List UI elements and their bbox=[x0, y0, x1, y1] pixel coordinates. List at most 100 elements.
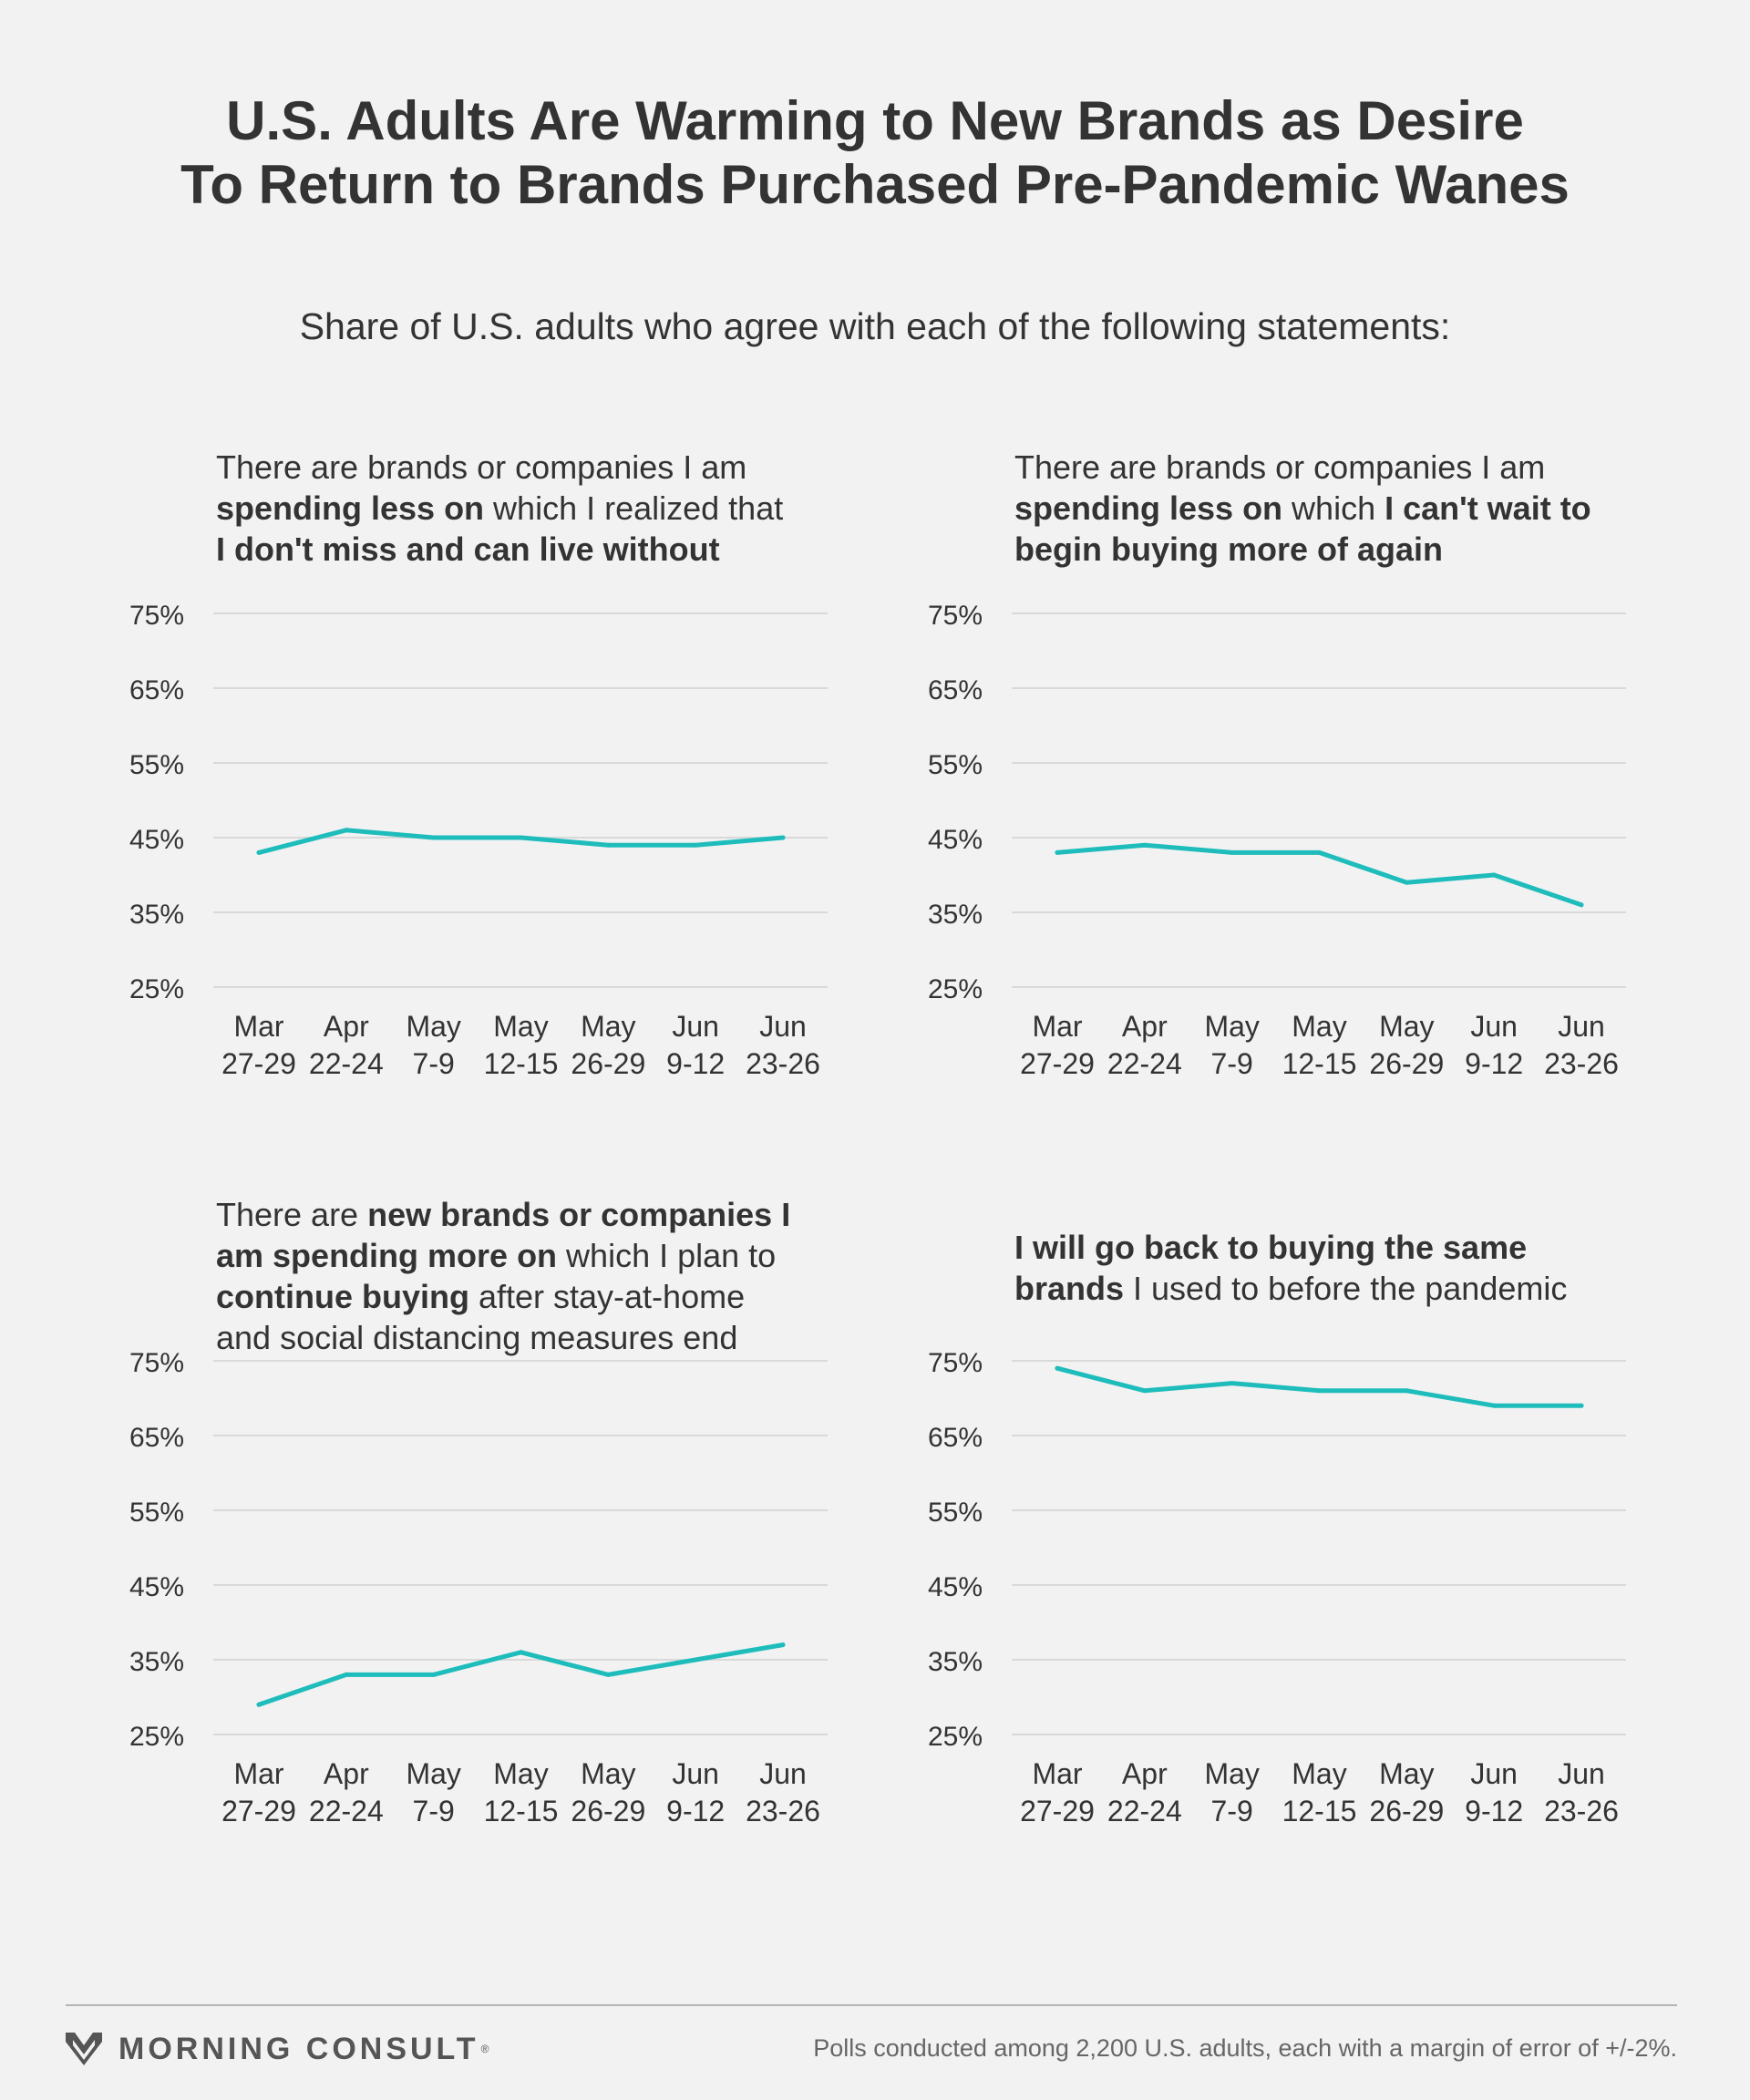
x-tick-label-days: 7-9 bbox=[1211, 1047, 1253, 1080]
data-point bbox=[1142, 842, 1148, 848]
data-point bbox=[1317, 849, 1322, 855]
x-tick-label-days: 27-29 bbox=[1020, 1047, 1095, 1080]
x-tick-label-month: May bbox=[1204, 1010, 1259, 1043]
footnote: Polls conducted among 2,200 U.S. adults,… bbox=[813, 2034, 1677, 2062]
x-tick-label-days: 23-26 bbox=[746, 1795, 820, 1827]
series-line bbox=[1055, 1365, 1584, 1408]
data-point bbox=[431, 835, 437, 840]
panel-title-bold-text: I can't wait to bbox=[1385, 489, 1591, 527]
x-tick-label-month: Jun bbox=[672, 1757, 719, 1790]
y-tick-label: 55% bbox=[928, 750, 983, 780]
y-tick-label: 65% bbox=[129, 1423, 184, 1453]
panel-title: There are brands or companies I am spendi… bbox=[1014, 447, 1671, 570]
x-tick-label-days: 22-24 bbox=[309, 1795, 384, 1827]
data-point bbox=[605, 842, 611, 848]
x-tick-label-days: 26-29 bbox=[571, 1047, 645, 1080]
panel-title-text: and social distancing measures end bbox=[216, 1319, 738, 1356]
data-point bbox=[1142, 1388, 1148, 1394]
x-tick-label-days: 9-12 bbox=[666, 1047, 725, 1080]
y-tick-label: 35% bbox=[129, 1647, 184, 1677]
panel-title-line: continue buying after stay-at-home bbox=[216, 1276, 872, 1317]
panel-title-line: spending less on which I can't wait to bbox=[1014, 488, 1671, 529]
footer-divider bbox=[66, 2004, 1677, 2006]
x-tick-label-days: 12-15 bbox=[484, 1795, 559, 1827]
data-point bbox=[1491, 1403, 1497, 1408]
x-tick-label-days: 9-12 bbox=[1465, 1795, 1523, 1827]
panel-spending-less-dont-miss: There are brands or companies I am spendi… bbox=[129, 447, 932, 1103]
brand-name: MORNING CONSULT bbox=[118, 2031, 479, 2066]
panel-title-bold-text: am spending more on bbox=[216, 1237, 558, 1274]
panel-title-line: I don't miss and can live without bbox=[216, 529, 872, 570]
panel-title: I will go back to buying the same brands … bbox=[1014, 1227, 1671, 1309]
y-tick-label: 25% bbox=[129, 974, 184, 1004]
chart-subtitle: Share of U.S. adults who agree with each… bbox=[299, 305, 1451, 347]
x-tick-label-days: 23-26 bbox=[1544, 1795, 1619, 1827]
series-line bbox=[256, 828, 786, 855]
data-point bbox=[693, 842, 698, 848]
x-tick-label-month: Jun bbox=[1558, 1757, 1605, 1790]
x-tick-label-month: Apr bbox=[324, 1757, 369, 1790]
panel-title-bold-text: I don't miss and can live without bbox=[216, 530, 720, 568]
panel-title-line: There are new brands or companies I bbox=[216, 1194, 872, 1235]
data-point bbox=[431, 1672, 437, 1677]
x-tick-label-days: 9-12 bbox=[666, 1795, 725, 1827]
panel-title-line: begin buying more of again bbox=[1014, 529, 1671, 570]
line-chart: 75% 65% 55% 45% 35% 25% Mar 27-29 Apr 22-24 May 7-9… bbox=[928, 601, 1626, 1080]
data-point bbox=[519, 1650, 523, 1655]
panel-title-bold-text: continue buying bbox=[216, 1278, 469, 1315]
panel-title-bold-text: spending less on bbox=[216, 489, 485, 527]
x-tick-label-month: Jun bbox=[759, 1757, 807, 1790]
x-tick-label-days: 23-26 bbox=[746, 1047, 820, 1080]
x-tick-label-month: May bbox=[493, 1757, 548, 1790]
panel-go-back-same-brands: I will go back to buying the same brands … bbox=[928, 1194, 1730, 1850]
data-point bbox=[1230, 1381, 1235, 1386]
x-tick-label-month: Mar bbox=[233, 1757, 283, 1790]
panel-title-text: after stay-at-home bbox=[468, 1278, 746, 1315]
x-tick-label-month: May bbox=[581, 1757, 635, 1790]
y-tick-label: 55% bbox=[129, 750, 184, 780]
y-tick-label: 55% bbox=[129, 1498, 184, 1528]
x-tick-label-days: 12-15 bbox=[1282, 1795, 1357, 1827]
morning-consult-logo-icon bbox=[66, 2033, 102, 2065]
x-tick-label-month: May bbox=[406, 1010, 460, 1043]
panel-title-bold-text: I will go back to buying the same bbox=[1014, 1229, 1528, 1266]
panel-title-bold-text: brands bbox=[1014, 1270, 1125, 1307]
data-point bbox=[256, 1702, 262, 1707]
x-tick-label-month: Jun bbox=[672, 1010, 719, 1043]
chart-title-line-2: To Return to Brands Purchased Pre-Pandem… bbox=[180, 154, 1570, 215]
y-tick-label: 25% bbox=[928, 974, 983, 1004]
data-point bbox=[1404, 880, 1409, 885]
line-chart: 75% 65% 55% 45% 35% 25% Mar 27-29 Apr 22-24 May 7-9… bbox=[928, 1348, 1626, 1827]
data-point bbox=[1404, 1388, 1409, 1394]
y-tick-label: 45% bbox=[928, 825, 983, 855]
y-tick-label: 25% bbox=[129, 1722, 184, 1752]
panel-title: There are brands or companies I am spendi… bbox=[216, 447, 872, 570]
y-tick-label: 75% bbox=[129, 601, 184, 631]
x-tick-label-days: 7-9 bbox=[1211, 1795, 1253, 1827]
data-point bbox=[256, 849, 262, 855]
x-tick-label-days: 26-29 bbox=[1369, 1795, 1444, 1827]
panel-title-line: brands I used to before the pandemic bbox=[1014, 1268, 1671, 1309]
x-tick-label-days: 12-15 bbox=[484, 1047, 559, 1080]
data-point bbox=[1055, 849, 1060, 855]
panel-title-line: I will go back to buying the same bbox=[1014, 1227, 1671, 1268]
data-point bbox=[344, 828, 349, 833]
panel-spending-less-cant-wait: There are brands or companies I am spendi… bbox=[928, 447, 1730, 1103]
x-tick-label-month: May bbox=[1379, 1757, 1434, 1790]
x-tick-label-days: 7-9 bbox=[413, 1795, 455, 1827]
y-tick-label: 75% bbox=[129, 1348, 184, 1378]
x-tick-label-days: 9-12 bbox=[1465, 1047, 1523, 1080]
panel-title-bold-text: begin buying more of again bbox=[1014, 530, 1444, 568]
x-tick-label-month: May bbox=[1292, 1010, 1346, 1043]
data-point bbox=[1579, 902, 1584, 908]
x-tick-label-month: Jun bbox=[1470, 1010, 1518, 1043]
data-point bbox=[1055, 1365, 1060, 1371]
y-tick-label: 45% bbox=[928, 1572, 983, 1602]
data-point bbox=[605, 1672, 611, 1677]
chart-title-line-1: U.S. Adults Are Warming to New Brands as… bbox=[226, 90, 1524, 151]
y-tick-label: 45% bbox=[129, 1572, 184, 1602]
x-tick-label-month: May bbox=[1292, 1757, 1346, 1790]
x-tick-label-month: Mar bbox=[1032, 1757, 1082, 1790]
chart-title: U.S. Adults Are Warming to New Brands as… bbox=[0, 89, 1750, 217]
